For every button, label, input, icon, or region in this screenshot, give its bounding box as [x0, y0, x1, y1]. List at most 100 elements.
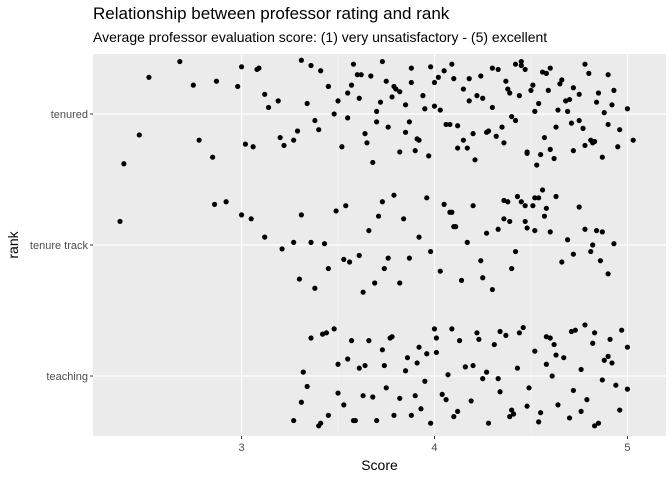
- data-point: [455, 408, 461, 414]
- data-point: [518, 199, 524, 205]
- data-point: [341, 402, 347, 408]
- data-point: [495, 376, 501, 382]
- data-point: [250, 144, 256, 150]
- data-point: [254, 66, 260, 73]
- data-point: [547, 146, 553, 152]
- data-point: [451, 414, 457, 420]
- data-point: [291, 137, 297, 143]
- data-point: [522, 66, 528, 73]
- data-point: [514, 365, 521, 371]
- data-point: [387, 335, 393, 341]
- data-point: [489, 104, 495, 111]
- data-point: [536, 100, 542, 107]
- data-point: [455, 145, 461, 151]
- data-point: [528, 87, 534, 93]
- data-point: [595, 90, 602, 96]
- data-point: [570, 387, 576, 394]
- data-point: [599, 229, 605, 235]
- data-point: [458, 277, 465, 283]
- data-point: [497, 389, 503, 395]
- data-point: [503, 78, 509, 84]
- data-point: [526, 385, 532, 391]
- data-point: [576, 204, 582, 210]
- data-point: [539, 69, 546, 75]
- data-point: [416, 234, 422, 240]
- data-point: [611, 87, 617, 93]
- data-point: [347, 259, 353, 265]
- data-point: [538, 410, 544, 416]
- data-point: [592, 423, 598, 429]
- data-point: [624, 106, 631, 112]
- data-point: [414, 360, 420, 366]
- data-point: [582, 226, 588, 232]
- data-point: [402, 102, 409, 108]
- data-point: [580, 125, 586, 131]
- data-point: [366, 227, 372, 234]
- data-point: [532, 348, 538, 354]
- data-point: [402, 129, 409, 135]
- data-point: [541, 134, 548, 141]
- data-point: [501, 216, 507, 222]
- data-point: [468, 398, 474, 404]
- data-point: [464, 239, 470, 245]
- data-point: [495, 66, 501, 73]
- data-point: [553, 193, 559, 200]
- data-point: [501, 140, 507, 146]
- data-point: [592, 330, 598, 336]
- data-point: [408, 65, 414, 71]
- data-point: [509, 265, 515, 272]
- data-point: [617, 127, 623, 133]
- data-point: [570, 85, 576, 91]
- data-point: [275, 98, 281, 104]
- data-point: [335, 390, 341, 396]
- data-point: [478, 258, 484, 264]
- data-point: [541, 213, 548, 219]
- data-point: [370, 159, 376, 166]
- data-point: [441, 68, 447, 74]
- data-point: [470, 362, 476, 369]
- data-point: [617, 407, 623, 413]
- data-point: [559, 259, 565, 265]
- data-point: [547, 335, 553, 341]
- data-point: [439, 391, 445, 397]
- data-point: [381, 265, 387, 272]
- data-point: [426, 153, 432, 159]
- data-point: [456, 338, 463, 344]
- data-point: [568, 120, 575, 126]
- data-point: [613, 382, 619, 388]
- data-point: [356, 365, 362, 371]
- data-point: [406, 119, 412, 125]
- data-point: [605, 271, 611, 277]
- data-point: [522, 203, 528, 209]
- data-point: [397, 395, 403, 401]
- y-axis: teaching tenure track tenured: [30, 109, 93, 383]
- data-point: [565, 237, 571, 243]
- data-point: [433, 349, 440, 356]
- data-point: [418, 406, 424, 412]
- data-point: [522, 218, 528, 225]
- data-point: [213, 78, 220, 84]
- data-point: [530, 203, 536, 209]
- data-point: [422, 378, 428, 384]
- data-point: [547, 229, 553, 235]
- major-gridlines: [93, 54, 666, 436]
- data-point: [312, 117, 318, 124]
- data-point: [578, 408, 584, 414]
- data-point: [536, 419, 542, 425]
- data-point: [609, 102, 615, 108]
- data-point: [453, 224, 459, 230]
- data-point: [491, 341, 497, 348]
- data-point: [474, 330, 480, 336]
- data-point: [325, 265, 331, 272]
- data-point: [470, 131, 476, 137]
- data-point: [238, 212, 245, 218]
- data-point: [360, 393, 366, 399]
- data-point: [177, 58, 183, 65]
- data-point: [331, 111, 337, 117]
- data-point: [374, 108, 380, 114]
- data-point: [428, 248, 434, 255]
- x-tick-label: 5: [624, 442, 630, 454]
- data-point: [308, 62, 314, 69]
- data-point: [362, 131, 368, 137]
